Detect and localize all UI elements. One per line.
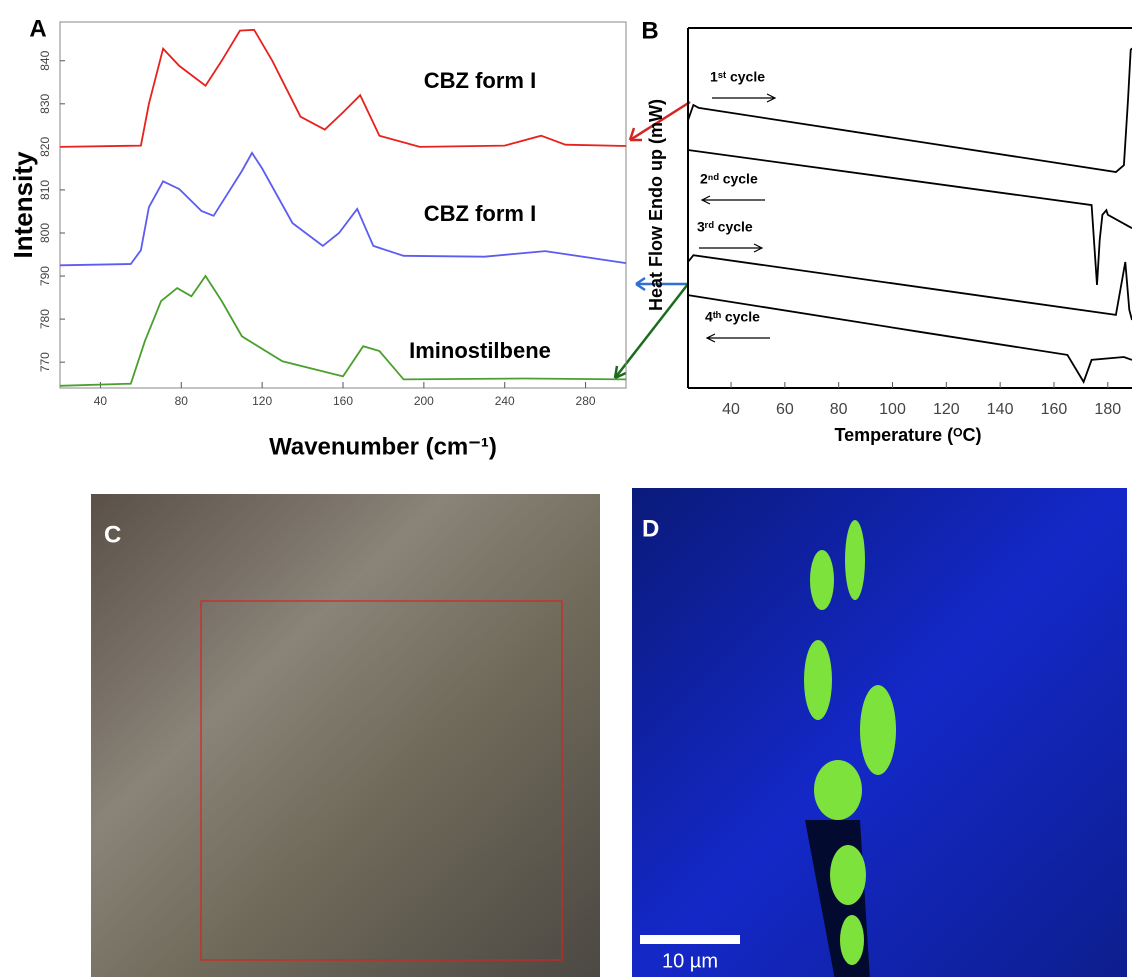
series-label: 3ʳᵈ cycle — [697, 219, 753, 235]
series-label: CBZ form I — [424, 201, 536, 226]
y-axis-label: Heat Flow Endo up (mW) — [646, 99, 666, 311]
y-tick-label: 830 — [38, 93, 52, 113]
x-tick-label: 60 — [776, 401, 794, 418]
panel-label: A — [29, 15, 46, 42]
x-tick-label: 120 — [933, 401, 960, 418]
series-label: 4ᵗʰ cycle — [705, 309, 760, 325]
y-tick-label: 820 — [38, 137, 52, 157]
x-tick-label: 160 — [333, 394, 353, 408]
series-label: Iminostilbene — [409, 338, 551, 363]
direction-arrow — [707, 334, 770, 342]
plot-frame — [60, 22, 626, 388]
direction-arrow — [699, 244, 762, 252]
series-line — [60, 30, 626, 147]
x-tick-label: 240 — [495, 394, 515, 408]
y-tick-label: 840 — [38, 50, 52, 70]
x-tick-label: 100 — [879, 401, 906, 418]
series-line — [60, 276, 626, 386]
x-tick-label: 40 — [722, 401, 740, 418]
x-tick-label: 40 — [94, 394, 108, 408]
x-tick-label: 140 — [987, 401, 1014, 418]
x-tick-label: 80 — [175, 394, 189, 408]
x-axis-label: Wavenumber (cm⁻¹) — [269, 433, 497, 460]
y-tick-label: 780 — [38, 309, 52, 329]
series-line — [688, 48, 1132, 172]
micrograph — [91, 494, 600, 977]
direction-arrow — [702, 196, 765, 204]
scale-bar — [640, 935, 740, 944]
figure: C D 10 µm 40 80 120 160 200 240 280 770 780 790 80… — [0, 0, 1132, 977]
panel-label: B — [641, 17, 658, 44]
x-tick-label: 160 — [1041, 401, 1068, 418]
series-label: 2ⁿᵈ cycle — [700, 171, 758, 187]
series-label: 1ˢᵗ cycle — [710, 69, 765, 85]
series-line — [60, 153, 626, 265]
direction-arrow — [712, 94, 775, 102]
panel-label: D — [642, 515, 659, 542]
series-label: CBZ form I — [424, 68, 536, 93]
x-tick-label: 180 — [1094, 401, 1121, 418]
x-tick-label: 120 — [252, 394, 272, 408]
y-axis-label: Intensity — [8, 151, 38, 258]
panel-label: C — [104, 521, 121, 548]
y-tick-label: 790 — [38, 266, 52, 286]
x-tick-label: 80 — [830, 401, 848, 418]
y-tick-label: 800 — [38, 223, 52, 243]
x-tick-label: 280 — [576, 394, 596, 408]
x-tick-label: 200 — [414, 394, 434, 408]
y-tick-label: 810 — [38, 180, 52, 200]
x-axis-label: Temperature (ᴼC) — [834, 425, 981, 445]
y-tick-label: 770 — [38, 352, 52, 372]
scale-bar-label: 10 µm — [662, 950, 718, 972]
